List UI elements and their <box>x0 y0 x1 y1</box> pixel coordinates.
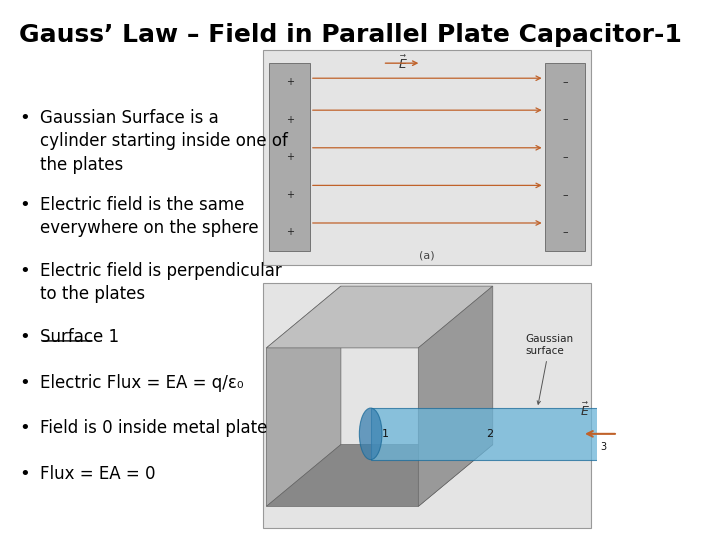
Text: Electric field is the same
everywhere on the sphere: Electric field is the same everywhere on… <box>40 195 258 237</box>
FancyBboxPatch shape <box>371 408 609 460</box>
Text: (a): (a) <box>420 251 435 260</box>
Text: Field is 0 inside metal plate: Field is 0 inside metal plate <box>40 420 267 437</box>
Text: •: • <box>19 420 30 437</box>
Text: –: – <box>562 227 567 238</box>
Ellipse shape <box>598 408 620 460</box>
Text: +: + <box>286 152 294 162</box>
Text: Electric field is perpendicular
to the plates: Electric field is perpendicular to the p… <box>40 262 282 303</box>
FancyBboxPatch shape <box>264 284 591 528</box>
Text: Electric Flux = EA = q/ε₀: Electric Flux = EA = q/ε₀ <box>40 374 244 391</box>
Ellipse shape <box>359 408 382 460</box>
Polygon shape <box>418 286 492 507</box>
Text: +: + <box>286 227 294 238</box>
Text: –: – <box>562 114 567 125</box>
Text: •: • <box>19 374 30 391</box>
Polygon shape <box>266 286 492 348</box>
Text: 3: 3 <box>600 442 606 453</box>
Polygon shape <box>266 286 341 507</box>
Text: –: – <box>562 152 567 162</box>
Polygon shape <box>266 444 492 507</box>
Text: Gaussian
surface: Gaussian surface <box>526 334 574 404</box>
Text: $\vec{E}$: $\vec{E}$ <box>398 55 408 72</box>
Text: Gaussian Surface is a
cylinder starting inside one of
the plates: Gaussian Surface is a cylinder starting … <box>40 109 288 174</box>
Text: 2: 2 <box>486 429 493 439</box>
Text: •: • <box>19 262 30 280</box>
Text: •: • <box>19 328 30 346</box>
Text: •: • <box>19 109 30 127</box>
Text: $\vec{E}$: $\vec{E}$ <box>580 402 590 419</box>
FancyBboxPatch shape <box>269 63 310 251</box>
Text: Surface 1: Surface 1 <box>40 328 120 346</box>
Text: +: + <box>286 190 294 200</box>
Text: •: • <box>19 465 30 483</box>
FancyBboxPatch shape <box>264 50 591 265</box>
Text: Gauss’ Law – Field in Parallel Plate Capacitor-1: Gauss’ Law – Field in Parallel Plate Cap… <box>19 23 682 47</box>
Text: –: – <box>562 190 567 200</box>
Text: 1: 1 <box>382 429 389 439</box>
Text: •: • <box>19 195 30 214</box>
Text: +: + <box>286 77 294 87</box>
Text: +: + <box>286 114 294 125</box>
FancyBboxPatch shape <box>544 63 585 251</box>
Text: Flux = EA = 0: Flux = EA = 0 <box>40 465 156 483</box>
Text: –: – <box>562 77 567 87</box>
